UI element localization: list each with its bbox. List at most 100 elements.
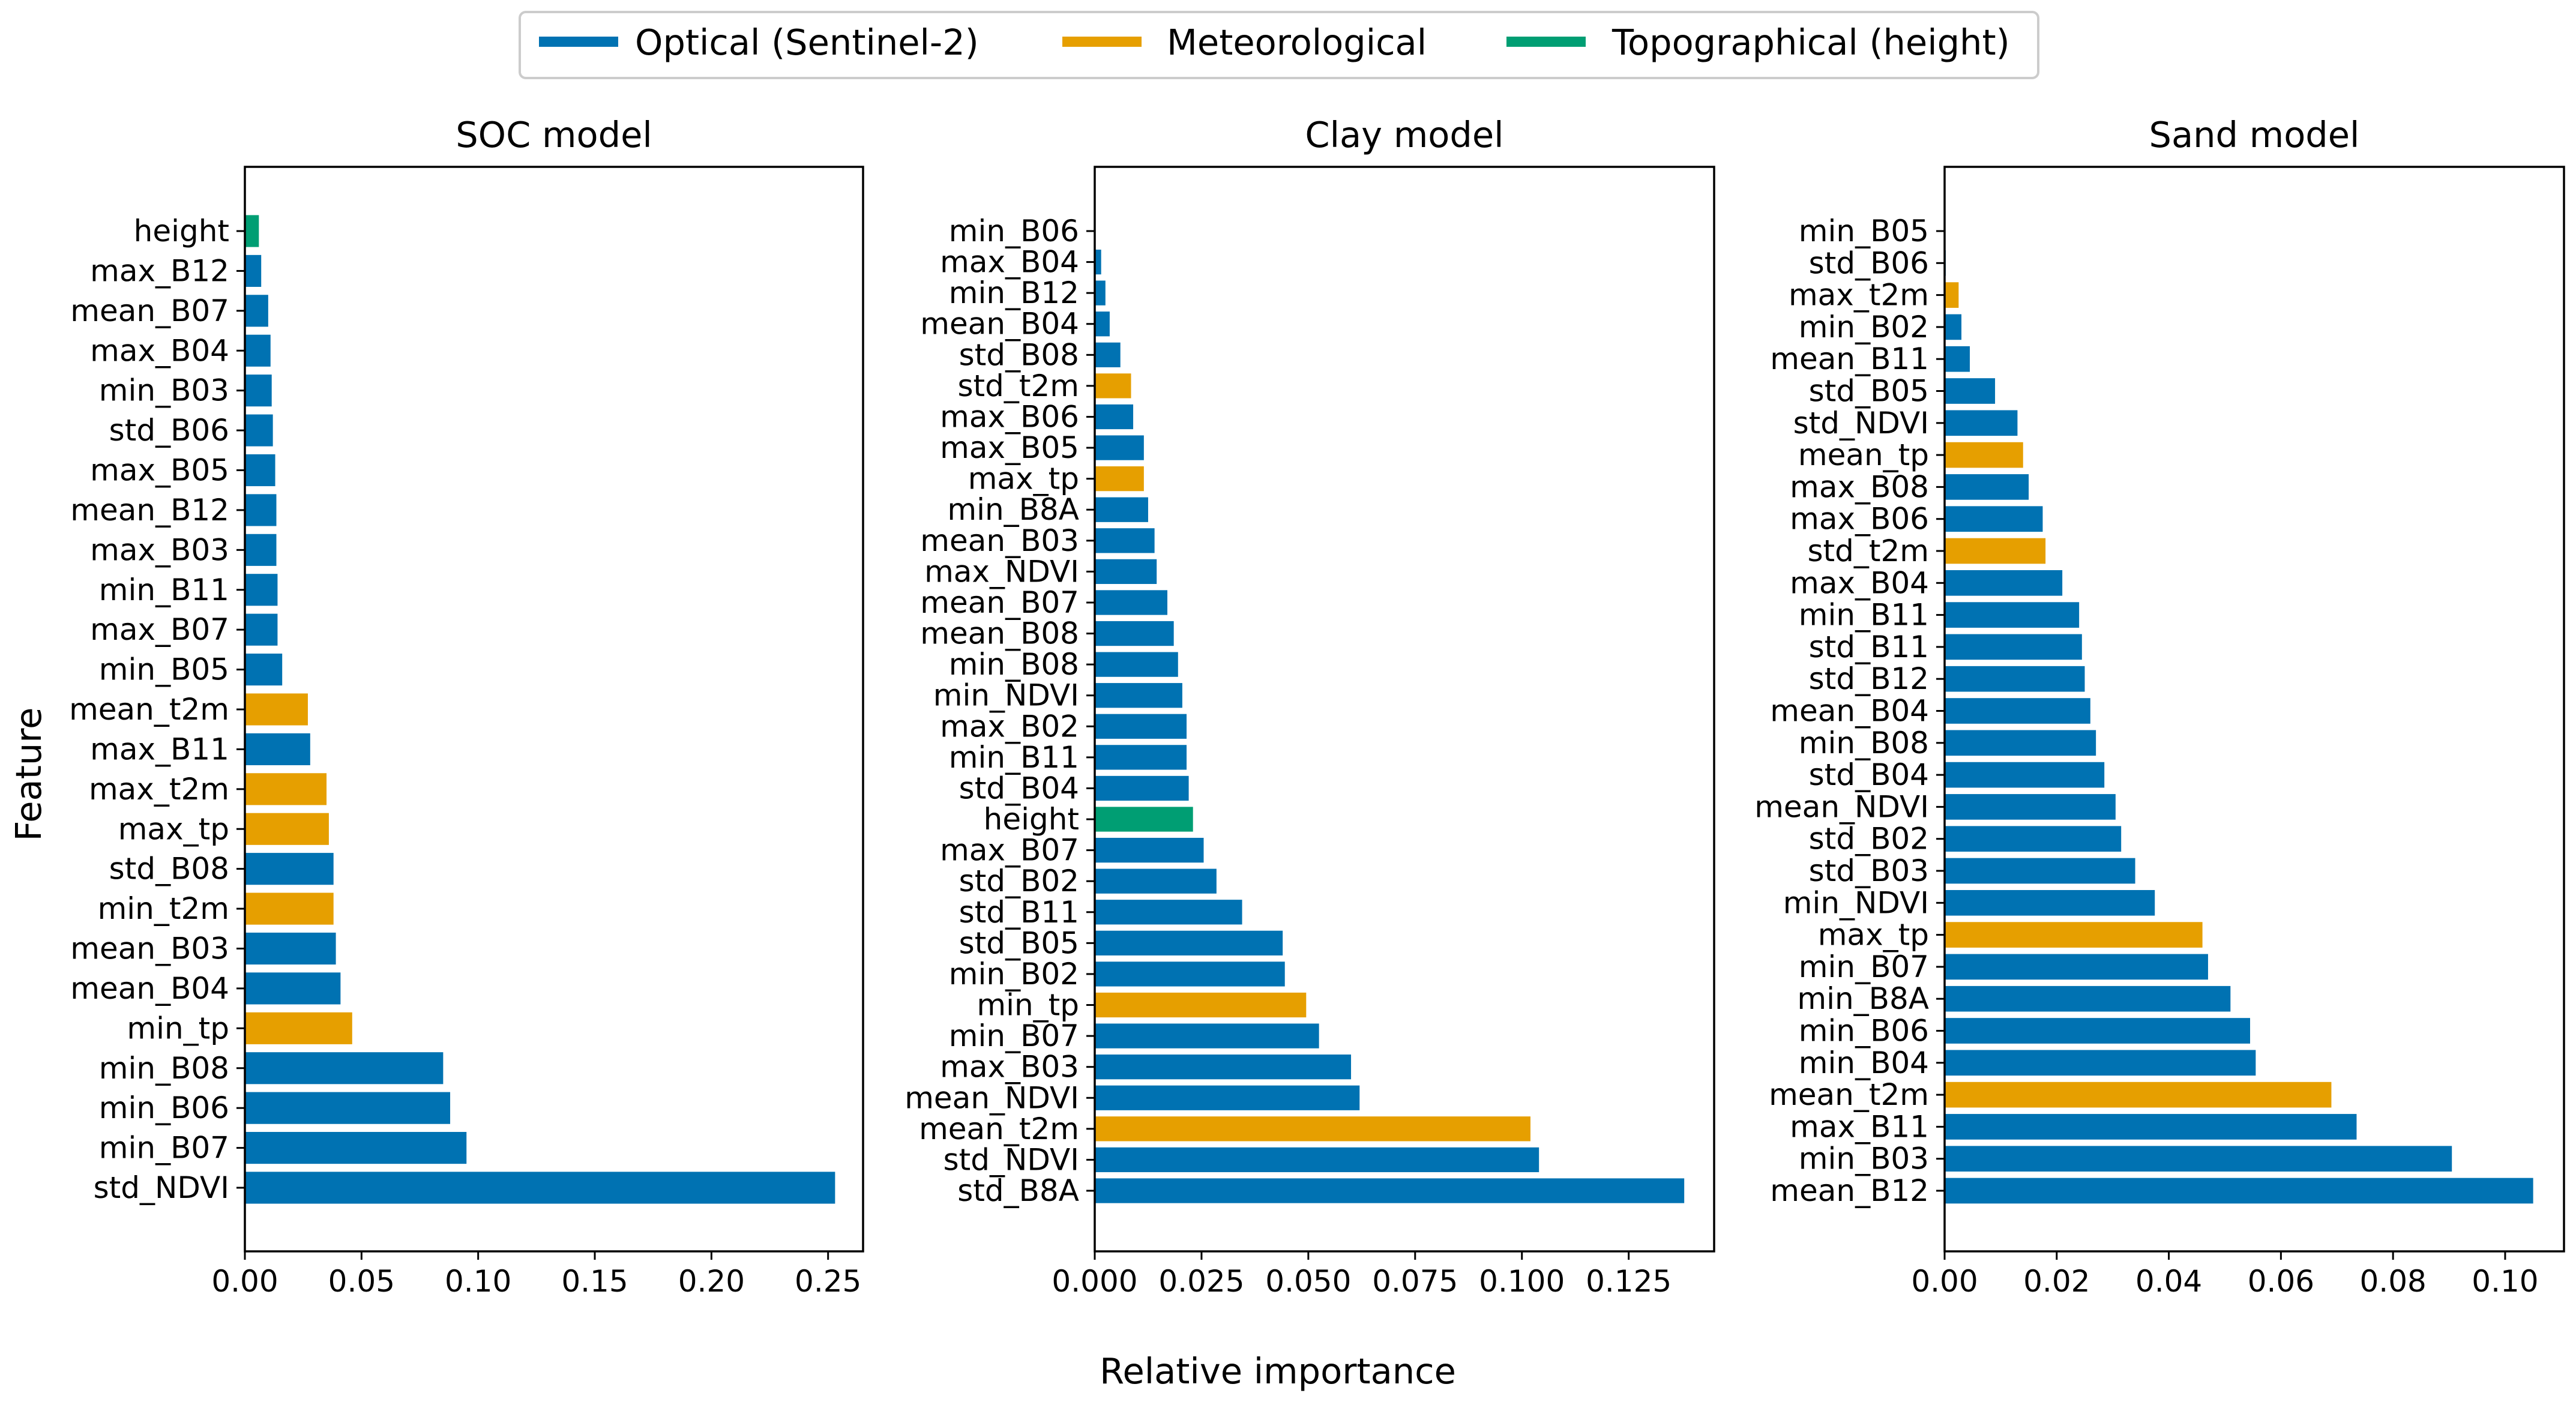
clay-xtick-label: 0.075 — [1372, 1264, 1458, 1299]
sand-bar-std-b12 — [1945, 666, 2085, 692]
sand-ytick-label: std_B03 — [1809, 853, 1929, 888]
sand-ytick-label: max_B11 — [1790, 1109, 1929, 1144]
clay-bar-std-b08 — [1095, 342, 1121, 367]
clay-bar-min-b02 — [1095, 961, 1285, 987]
sand-ytick-label: max_t2m — [1789, 278, 1929, 313]
sand-bar-mean-tp — [1945, 442, 2023, 468]
soc-ytick-label: min_B05 — [99, 652, 229, 687]
clay-ytick-label: std_B08 — [959, 337, 1079, 372]
clay-ytick-label: max_B07 — [940, 833, 1079, 868]
soc-bar-max-t2m — [245, 773, 327, 805]
clay-ytick-label: mean_B04 — [920, 307, 1079, 341]
soc-bar-max-b11 — [245, 733, 310, 765]
soc-ytick-label: min_B06 — [99, 1091, 229, 1125]
clay-bar-std-b05 — [1095, 930, 1283, 955]
sand-ytick-label: max_B08 — [1790, 469, 1929, 504]
clay-xtick-label: 0.000 — [1052, 1264, 1137, 1299]
clay-bar-mean-b07 — [1095, 590, 1167, 615]
sand-ytick-label: min_B02 — [1799, 310, 1929, 344]
clay-ytick-label: mean_NDVI — [904, 1080, 1079, 1115]
sand-ytick-label: std_B02 — [1809, 822, 1929, 856]
soc-bar-height — [245, 215, 259, 247]
clay-bar-min-b12 — [1095, 280, 1106, 305]
sand-ytick-label: min_B03 — [1799, 1142, 1929, 1176]
sand-bar-min-ndvi — [1945, 889, 2155, 916]
sand-ytick-label: max_tp — [1818, 918, 1929, 952]
soc-bar-mean-b12 — [245, 494, 277, 526]
soc-bar-max-b04 — [245, 334, 271, 367]
sand-ytick-label: mean_tp — [1798, 438, 1929, 472]
figure-xlabel: Relative importance — [1100, 1350, 1456, 1392]
sand-ytick-label: mean_B12 — [1770, 1173, 1929, 1208]
sand-bar-max-b08 — [1945, 474, 2029, 500]
clay-bar-max-b06 — [1095, 404, 1134, 430]
soc-ytick-label: max_B11 — [90, 732, 229, 766]
soc-ytick-label: mean_B04 — [70, 971, 229, 1006]
legend-swatch-optical — [539, 37, 618, 47]
clay-ytick-label: max_NDVI — [924, 554, 1079, 589]
soc-ytick-label: std_B06 — [109, 413, 229, 448]
sand-ytick-label: std_NDVI — [1793, 406, 1929, 441]
clay-bar-max-b05 — [1095, 435, 1144, 460]
soc-ytick-label: mean_t2m — [69, 692, 229, 727]
sand-ytick-label: min_B8A — [1797, 981, 1929, 1016]
clay-bar-max-b02 — [1095, 714, 1187, 739]
sand-bar-std-b11 — [1945, 634, 2082, 660]
soc-ytick-label: max_B03 — [90, 532, 229, 567]
clay-bar-max-b07 — [1095, 837, 1204, 863]
sand-bar-mean-t2m — [1945, 1082, 2332, 1108]
sand-ytick-label: std_B11 — [1809, 630, 1929, 664]
soc-ytick-label: mean_B12 — [70, 493, 229, 528]
sand-ytick-label: std_B05 — [1809, 374, 1929, 409]
clay-bar-min-b07 — [1095, 1023, 1319, 1048]
sand-bar-mean-ndvi — [1945, 794, 2116, 820]
sand-bar-mean-b04 — [1945, 698, 2090, 724]
clay-xtick-label: 0.050 — [1265, 1264, 1351, 1299]
soc-bar-min-b11 — [245, 574, 278, 606]
sand-bar-std-t2m — [1945, 538, 2046, 564]
clay-bar-min-b08 — [1095, 652, 1178, 677]
soc-ytick-label: max_tp — [118, 811, 229, 846]
sand-bar-max-tp — [1945, 922, 2203, 948]
clay-ytick-label: min_NDVI — [933, 678, 1079, 713]
soc-ytick-label: max_B12 — [90, 253, 229, 288]
soc-axes-frame — [244, 166, 864, 1253]
clay-ytick-label: height — [984, 802, 1079, 837]
sand-ytick-label: mean_NDVI — [1754, 789, 1929, 824]
figure-ylabel: Feature — [8, 708, 49, 841]
clay-bar-max-b03 — [1095, 1055, 1352, 1080]
clay-ytick-label: max_B05 — [940, 430, 1079, 465]
soc-bar-mean-b03 — [245, 932, 336, 965]
sand-bar-std-b02 — [1945, 826, 2122, 852]
soc-bar-min-b03 — [245, 375, 272, 407]
soc-ytick-label: std_NDVI — [94, 1170, 229, 1205]
clay-bar-mean-b03 — [1095, 528, 1155, 553]
sand-ytick-label: max_B06 — [1790, 502, 1929, 537]
clay-chart-title: Clay model — [1305, 114, 1503, 155]
soc-ytick-label: max_B07 — [90, 612, 229, 647]
clay-ytick-label: std_B02 — [959, 864, 1079, 898]
soc-xtick-label: 0.15 — [561, 1264, 628, 1299]
clay-bar-min-tp — [1095, 992, 1307, 1018]
sand-bar-min-b07 — [1945, 954, 2208, 980]
clay-bar-max-b04 — [1095, 249, 1101, 275]
clay-ytick-label: min_B11 — [949, 740, 1079, 775]
soc-ytick-label: min_B11 — [99, 573, 229, 607]
sand-bar-min-b11 — [1945, 602, 2080, 628]
soc-bar-min-b06 — [245, 1092, 451, 1124]
clay-bar-std-b02 — [1095, 868, 1217, 894]
soc-xtick-label: 0.10 — [445, 1264, 511, 1299]
legend-label-optical: Optical (Sentinel-2) — [635, 22, 979, 63]
soc-bar-max-b12 — [245, 254, 262, 287]
sand-ytick-label: min_NDVI — [1783, 885, 1929, 920]
soc-ytick-label: min_B07 — [99, 1131, 229, 1166]
clay-bar-min-ndvi — [1095, 683, 1182, 708]
legend: Optical (Sentinel-2) Meteorological Topo… — [519, 11, 2039, 79]
soc-chart-title: SOC model — [456, 114, 652, 155]
sand-bar-std-b04 — [1945, 762, 2105, 788]
sand-bar-min-b04 — [1945, 1050, 2256, 1076]
sand-ytick-label: std_B04 — [1809, 757, 1929, 792]
sand-bar-mean-b12 — [1945, 1178, 2533, 1204]
clay-bar-max-tp — [1095, 466, 1144, 492]
sand-ytick-label: min_B06 — [1799, 1014, 1929, 1048]
